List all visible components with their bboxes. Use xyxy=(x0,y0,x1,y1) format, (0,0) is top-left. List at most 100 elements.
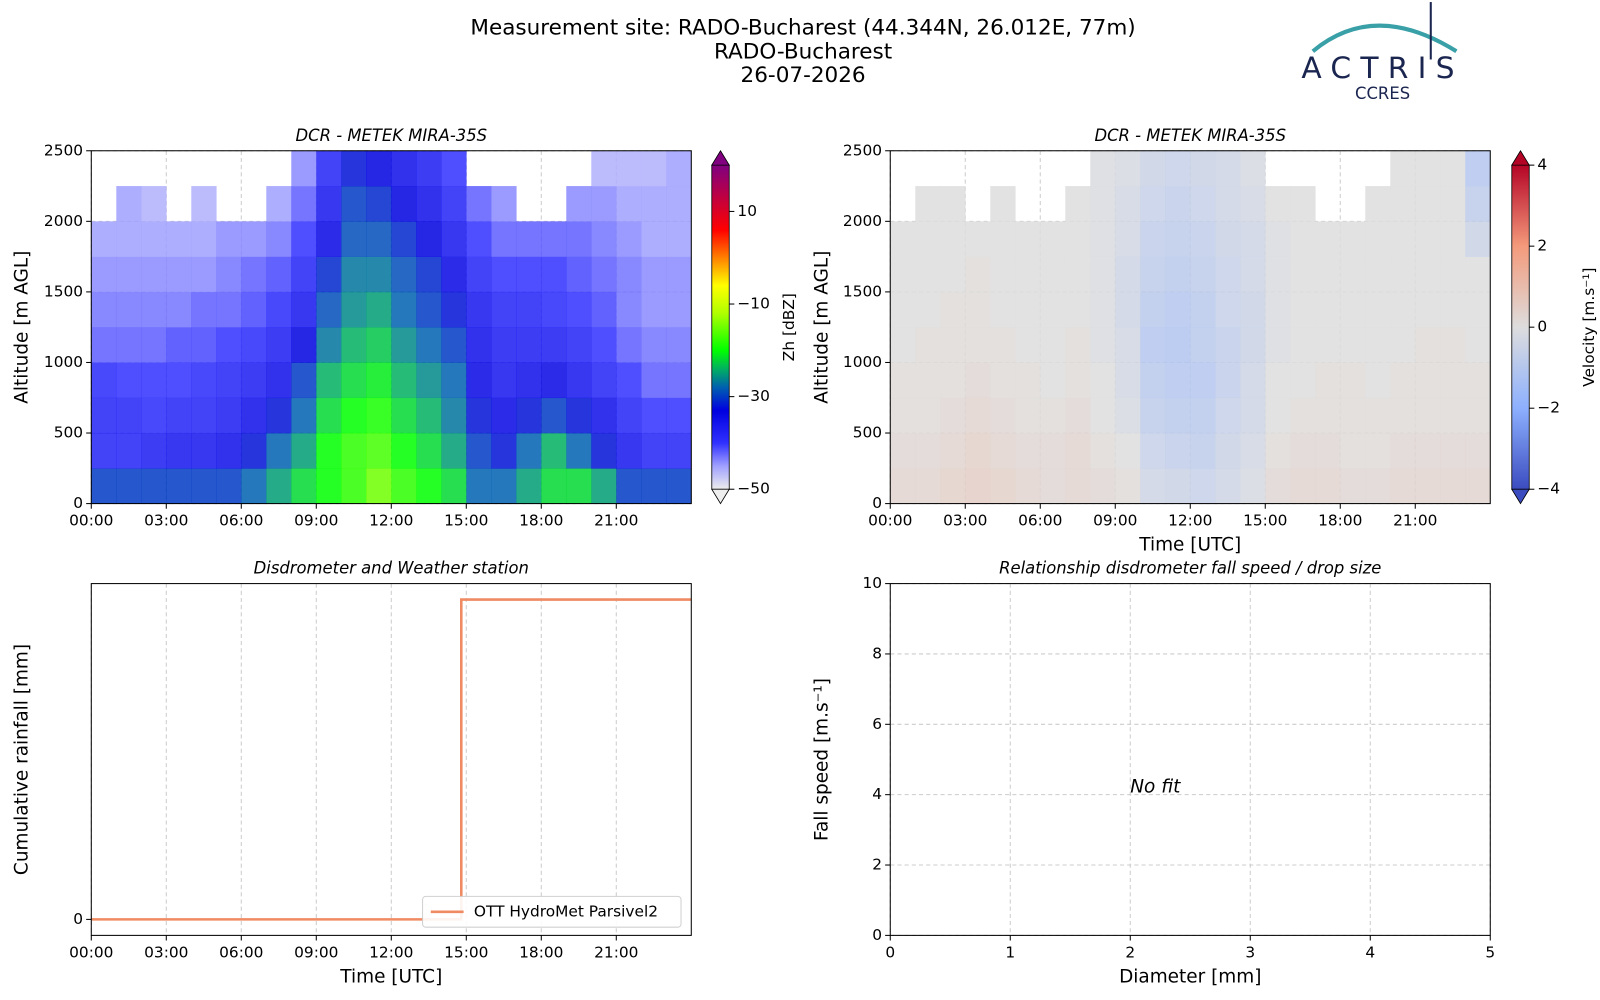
x-tick-label: 18:00 xyxy=(1318,512,1362,530)
heatmap-cell xyxy=(366,256,392,293)
heatmap-cell xyxy=(316,150,342,187)
heatmap-cell xyxy=(1340,327,1366,363)
plot-frame xyxy=(889,583,1491,936)
heatmap-cell xyxy=(266,433,292,469)
heatmap-cell xyxy=(316,256,342,293)
x-tick-label: 15:00 xyxy=(1243,512,1287,530)
heatmap-cell xyxy=(191,362,217,399)
heatmap-cell xyxy=(1090,362,1116,399)
heatmap-cell xyxy=(516,397,542,434)
heatmap-cell xyxy=(366,150,392,187)
heatmap-cell xyxy=(1265,433,1291,469)
heatmap-cell xyxy=(1090,291,1116,328)
heatmap-cell xyxy=(441,327,467,363)
heatmap-cell xyxy=(1115,362,1141,399)
heatmap-cell xyxy=(1390,362,1416,399)
x-tick-label: 3 xyxy=(1245,943,1255,961)
header-line: 26-07-2026 xyxy=(741,63,866,88)
heatmap-cell xyxy=(1165,362,1191,399)
heatmap-cell xyxy=(641,291,667,328)
x-tick-label: 12:00 xyxy=(369,943,413,961)
heatmap-cell xyxy=(1240,221,1266,257)
y-tick-label: 2000 xyxy=(44,212,83,230)
heatmap-cell xyxy=(241,468,267,504)
colorbar-tick-label: 2 xyxy=(1537,237,1547,255)
heatmap-cell xyxy=(366,291,392,328)
heatmap-cell xyxy=(491,397,517,434)
heatmap-cell xyxy=(291,150,317,187)
y-tick-label: 1500 xyxy=(44,282,83,300)
heatmap-cell xyxy=(491,186,517,222)
header-line: RADO-Bucharest xyxy=(714,39,892,64)
heatmap-cell xyxy=(141,327,167,363)
heatmap-cell xyxy=(1290,327,1316,363)
heatmap-cell xyxy=(141,397,167,434)
heatmap-cell xyxy=(191,291,217,328)
heatmap-cell xyxy=(591,433,617,469)
heatmap-cell xyxy=(1090,150,1116,187)
heatmap-cell xyxy=(616,256,642,293)
heatmap-cell xyxy=(1215,397,1241,434)
heatmap-cell xyxy=(341,468,367,504)
heatmap-cell xyxy=(1390,433,1416,469)
heatmap-cell xyxy=(1315,256,1341,293)
heatmap-cell xyxy=(1090,397,1116,434)
heatmap-cell xyxy=(291,397,317,434)
heatmap-cell xyxy=(1340,362,1366,399)
heatmap-cell xyxy=(241,291,267,328)
colorbar-label: Velocity [m.s⁻¹] xyxy=(1580,267,1598,386)
heatmap-cell xyxy=(1165,468,1191,504)
heatmap-cell xyxy=(1265,186,1291,222)
x-tick-label: 06:00 xyxy=(219,512,263,530)
heatmap-cell xyxy=(1290,221,1316,257)
heatmap-cell xyxy=(616,221,642,257)
heatmap-cell xyxy=(416,186,442,222)
heatmap-cell xyxy=(1115,256,1141,293)
x-tick-label: 4 xyxy=(1365,943,1375,961)
heatmap-cell xyxy=(466,256,492,293)
heatmap-cell xyxy=(666,186,692,222)
x-tick-label: 00:00 xyxy=(868,512,912,530)
heatmap-cell xyxy=(291,221,317,257)
heatmap-cell xyxy=(965,468,991,504)
heatmap-cell xyxy=(1415,291,1441,328)
heatmap-cell xyxy=(1190,150,1216,187)
heatmap-cell xyxy=(366,327,392,363)
heatmap-cell xyxy=(641,468,667,504)
heatmap-cell xyxy=(316,468,342,504)
heatmap-cell xyxy=(915,256,941,293)
heatmap-cell xyxy=(1290,433,1316,469)
heatmap-cell xyxy=(416,150,442,187)
heatmap-cell xyxy=(1190,186,1216,222)
y-tick-label: 2000 xyxy=(843,212,882,230)
heatmap-cell xyxy=(391,327,417,363)
heatmap-cell xyxy=(1440,150,1466,187)
heatmap-cell xyxy=(641,433,667,469)
heatmap-cell xyxy=(341,150,367,187)
heatmap-cell xyxy=(241,362,267,399)
heatmap-cell xyxy=(216,397,242,434)
heatmap-cell xyxy=(1265,327,1291,363)
heatmap-cell xyxy=(666,433,692,469)
heatmap-cell xyxy=(191,397,217,434)
heatmap-cell xyxy=(915,291,941,328)
heatmap-cell xyxy=(591,150,617,187)
heatmap-cell xyxy=(441,291,467,328)
heatmap-cell xyxy=(1115,150,1141,187)
colorbar-tick-label: −4 xyxy=(1537,480,1560,498)
heatmap-cell xyxy=(1040,468,1066,504)
heatmap-cell xyxy=(890,221,916,257)
heatmap-cell xyxy=(1390,150,1416,187)
heatmap-cell xyxy=(516,433,542,469)
logo-sub: CCRES xyxy=(1355,84,1410,103)
heatmap-cell xyxy=(641,397,667,434)
heatmap-cell xyxy=(1240,291,1266,328)
heatmap-cell xyxy=(1165,256,1191,293)
heatmap-cell xyxy=(1365,362,1391,399)
heatmap-cell xyxy=(666,291,692,328)
heatmap-cell xyxy=(1240,433,1266,469)
heatmap-cell xyxy=(1115,186,1141,222)
heatmap-cell xyxy=(241,256,267,293)
heatmap-cell xyxy=(1140,150,1166,187)
